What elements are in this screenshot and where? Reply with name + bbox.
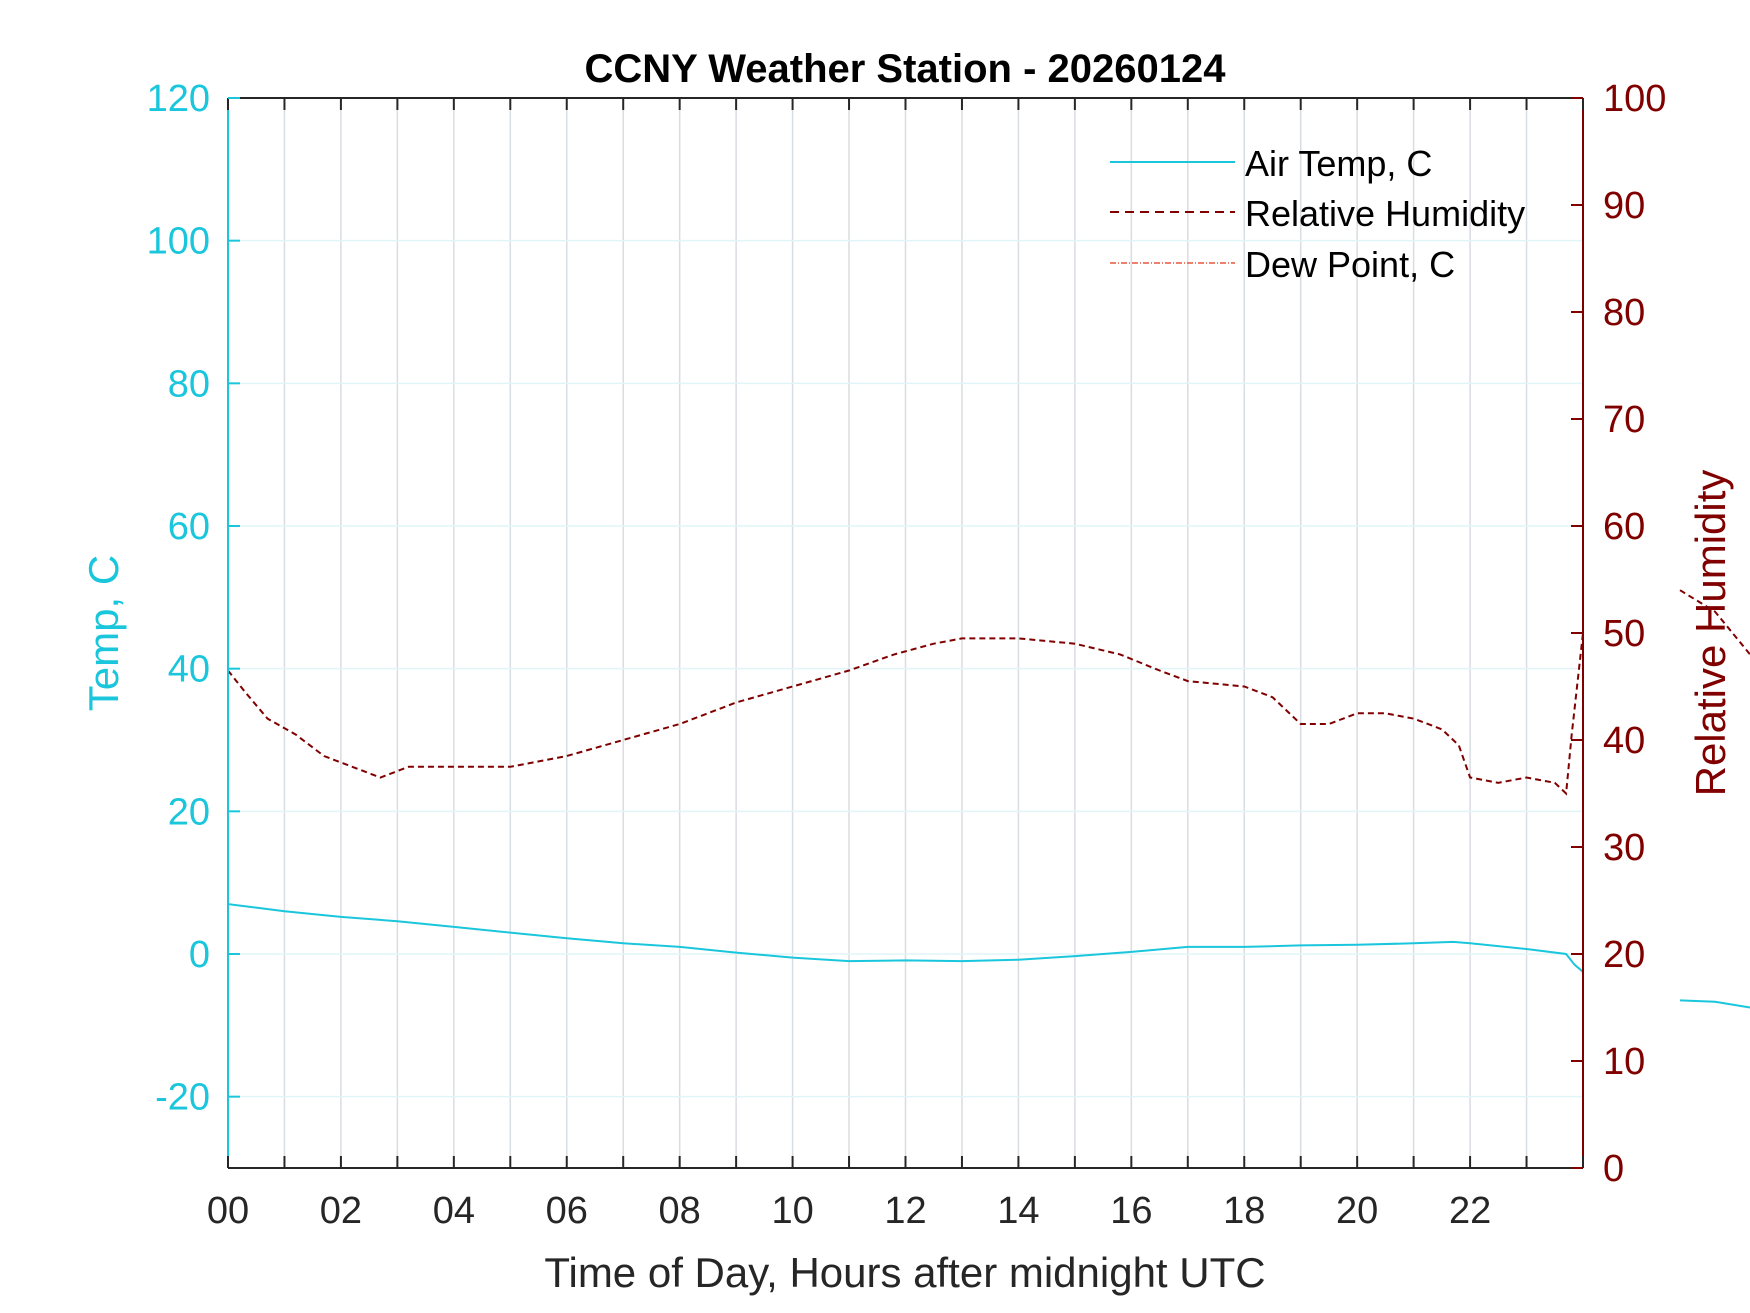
y-left-tick-label: 80 [168,363,210,405]
series-line-relative-humidity [227,632,1584,796]
y-left-tick-label: -20 [155,1077,210,1119]
x-tick-label: 00 [207,1190,249,1232]
y-right-tick-label: 80 [1603,292,1645,334]
y-right-tick-label: 0 [1603,1148,1624,1190]
legend-label-relative-humidity: Relative Humidity [1245,193,1525,234]
x-tick-label: 02 [320,1190,362,1232]
y-right-tick-label: 40 [1603,720,1645,762]
series-line-air-temp-c [227,903,1584,973]
legend: Air Temp, C Relative Humidity Dew Point,… [1110,143,1525,285]
x-tick-label: 08 [659,1190,701,1232]
axes: 00 02 04 06 08 10 12 14 16 18 20 22-200204060801001… [147,78,1667,1232]
x-tick-label: 20 [1336,1190,1378,1232]
x-tick-label: 14 [997,1190,1039,1232]
y-right-axis-label: Relative Humidity [1687,470,1734,797]
legend-label-dew-point: Dew Point, C [1245,244,1455,285]
legend-label-air-temp: Air Temp, C [1245,143,1432,184]
x-tick-label: 22 [1449,1190,1491,1232]
y-right-tick-label: 70 [1603,399,1645,441]
y-right-tick-label: 60 [1603,506,1645,548]
y-left-tick-label: 20 [168,791,210,833]
x-tick-label: 06 [546,1190,588,1232]
x-tick-label: 12 [884,1190,926,1232]
y-right-tick-label: 50 [1603,613,1645,655]
y-left-tick-label: 0 [189,934,210,976]
x-tick-label: 04 [433,1190,475,1232]
chart-title: CCNY Weather Station - 20260124 [585,47,1227,91]
y-left-tick-label: 60 [168,506,210,548]
x-tick-label: 16 [1110,1190,1152,1232]
y-left-tick-label: 40 [168,649,210,691]
x-tick-label: 10 [771,1190,813,1232]
grid-lines [228,97,1583,1168]
y-left-tick-label: 120 [147,78,210,120]
offplot-fragment-relative-humidity [1679,589,1750,656]
y-right-tick-label: 20 [1603,934,1645,976]
series-lines [227,589,1750,1009]
x-tick-label: 18 [1223,1190,1265,1232]
y-right-tick-label: 10 [1603,1041,1645,1083]
y-left-tick-label: 100 [147,221,210,263]
x-axis-label: Time of Day, Hours after midnight UTC [544,1249,1265,1296]
y-left-axis-label: Temp, C [80,555,127,711]
y-right-tick-label: 30 [1603,827,1645,869]
y-right-tick-label: 90 [1603,185,1645,227]
y-right-tick-label: 100 [1603,78,1666,120]
offplot-fragment-air-temp [1679,999,1750,1009]
